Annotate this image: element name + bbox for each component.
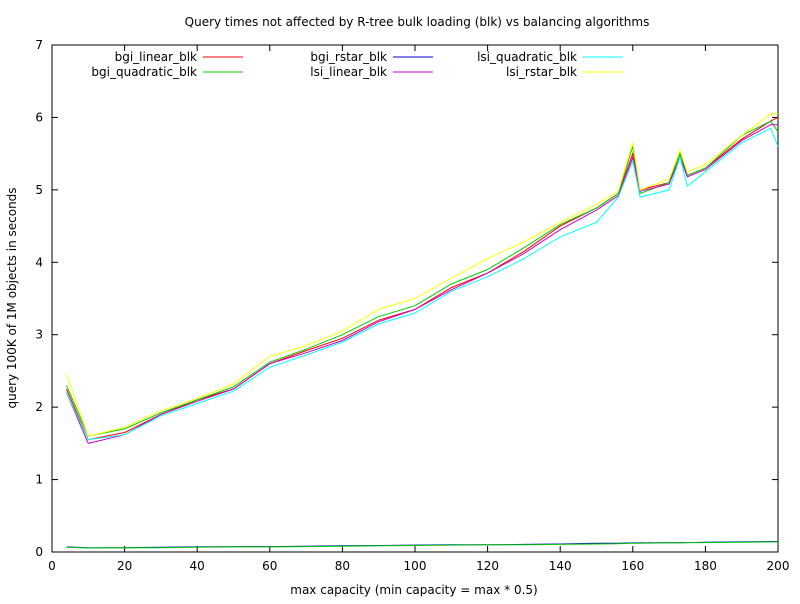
x-tick-label: 0 xyxy=(48,559,56,573)
legend-label: bgi_rstar_blk xyxy=(310,50,387,64)
legend-label: lsi_rstar_blk xyxy=(506,65,577,79)
series-line-unnamed-6 xyxy=(66,541,778,549)
legend-label: bgi_linear_blk xyxy=(115,50,197,64)
legend-label: lsi_linear_blk xyxy=(310,65,387,79)
y-tick-label: 7 xyxy=(35,38,43,52)
y-tick-label: 2 xyxy=(35,400,43,414)
x-tick-label: 140 xyxy=(549,559,572,573)
y-tick-label: 0 xyxy=(35,545,43,559)
series-line-lsi_quadratic_blk xyxy=(66,127,779,441)
legend-label: lsi_quadratic_blk xyxy=(477,50,577,64)
y-axis-label: query 100K of 1M objects in seconds xyxy=(5,187,19,408)
x-axis-label: max capacity (min capacity = max * 0.5) xyxy=(290,583,537,597)
y-tick-label: 5 xyxy=(35,183,43,197)
series-line-lsi_rstar_blk xyxy=(66,113,778,437)
series-line-lsi_linear_blk xyxy=(66,124,778,444)
x-tick-label: 20 xyxy=(117,559,132,573)
y-tick-label: 1 xyxy=(35,473,43,487)
legend-label: bgi_quadratic_blk xyxy=(91,65,197,79)
x-tick-label: 40 xyxy=(190,559,205,573)
x-tick-label: 200 xyxy=(767,559,790,573)
x-tick-label: 180 xyxy=(694,559,717,573)
series-lines xyxy=(66,113,779,549)
y-tick-label: 6 xyxy=(35,110,43,124)
chart-title: Query times not affected by R-tree bulk … xyxy=(185,15,650,29)
series-line-bgi_quadratic_blk xyxy=(66,120,779,437)
x-tick-label: 80 xyxy=(335,559,350,573)
x-tick-label: 160 xyxy=(621,559,644,573)
axis-ticks: 0 20 40 60 80 100 120 140 160 180 200 0 1 2 3 4 5 6 7 xyxy=(35,38,789,573)
x-tick-label: 60 xyxy=(262,559,277,573)
y-tick-label: 3 xyxy=(35,328,43,342)
series-line-bgi_linear_blk xyxy=(66,116,779,441)
y-tick-label: 4 xyxy=(35,255,43,269)
x-tick-label: 120 xyxy=(476,559,499,573)
x-tick-label: 100 xyxy=(404,559,427,573)
